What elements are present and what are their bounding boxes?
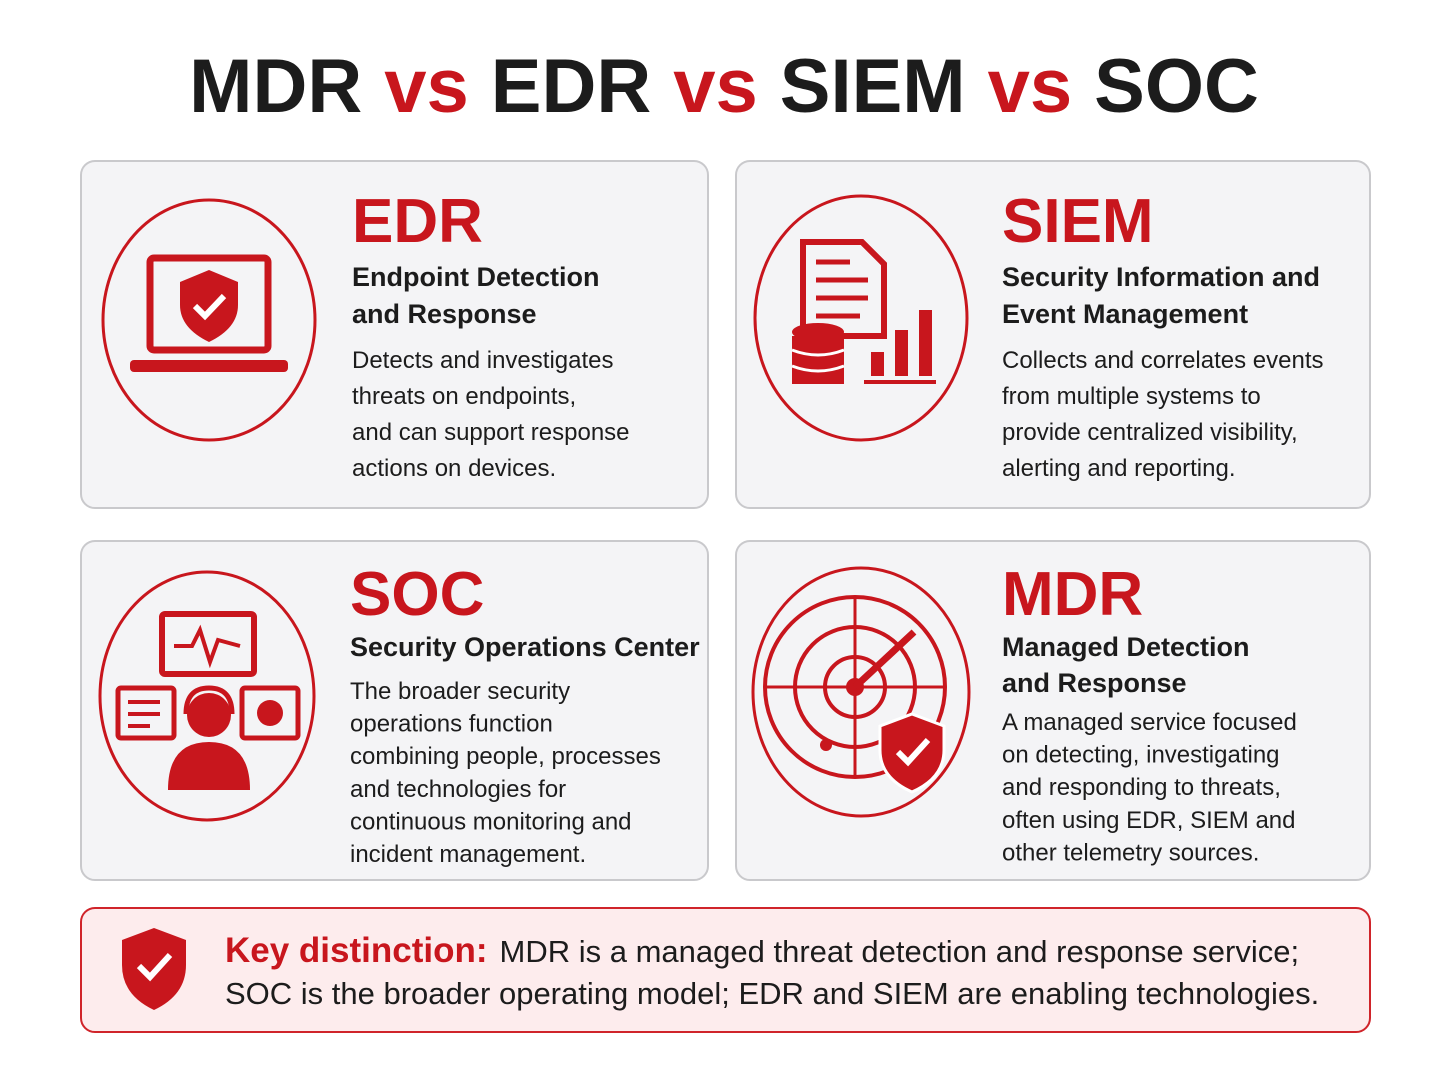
title-part: MDR bbox=[189, 44, 362, 129]
card-description: operations function bbox=[350, 711, 553, 738]
card-description: A managed service focused bbox=[1002, 709, 1297, 736]
card-description: Collects and correlates events bbox=[1002, 347, 1324, 374]
card-description: The broader security bbox=[350, 678, 570, 705]
card-description: other telemetry sources. bbox=[1002, 839, 1259, 866]
title-part: EDR bbox=[491, 44, 651, 129]
card-description: and technologies for bbox=[350, 776, 566, 803]
card-name: Endpoint Detection bbox=[352, 262, 599, 292]
card-name: Security Information and bbox=[1002, 262, 1320, 292]
siem-icon bbox=[753, 194, 969, 442]
card-description: combining people, processes bbox=[350, 743, 661, 770]
card-name: Event Management bbox=[1002, 299, 1248, 329]
key-text: SOC is the broader operating model; EDR … bbox=[225, 976, 1319, 1011]
card-name: and Response bbox=[352, 299, 537, 329]
card-description: threats on endpoints, bbox=[352, 383, 576, 410]
title-part: vs bbox=[988, 44, 1073, 129]
key-text: MDR is a managed threat detection and re… bbox=[500, 934, 1300, 969]
mdr-icon bbox=[751, 566, 971, 818]
card-description: alerting and reporting. bbox=[1002, 455, 1235, 482]
card-acronym: EDR bbox=[352, 187, 483, 256]
card bbox=[80, 540, 709, 881]
card-description: often using EDR, SIEM and bbox=[1002, 807, 1295, 834]
title-part: SOC bbox=[1094, 44, 1259, 129]
key-label: Key distinction: bbox=[225, 931, 488, 970]
card-description: Detects and investigates bbox=[352, 347, 613, 374]
card-description: actions on devices. bbox=[352, 455, 556, 482]
card-description: incident management. bbox=[350, 841, 586, 868]
card-description: continuous monitoring and bbox=[350, 808, 632, 835]
card bbox=[735, 160, 1371, 509]
title: MDR vs EDR vs SIEM vs SOC bbox=[189, 44, 1259, 129]
card-acronym: SIEM bbox=[1002, 187, 1154, 256]
soc-icon bbox=[98, 570, 316, 822]
key-box bbox=[80, 907, 1371, 1033]
title-part: vs bbox=[384, 44, 469, 129]
card-description: and can support response bbox=[352, 419, 630, 446]
title-part: SIEM bbox=[780, 44, 966, 129]
card-description: from multiple systems to bbox=[1002, 383, 1261, 410]
card-acronym: MDR bbox=[1002, 560, 1143, 629]
card-description: and responding to threats, bbox=[1002, 774, 1281, 801]
edr-icon bbox=[101, 198, 317, 442]
key-line: Key distinction: MDR is a managed threat … bbox=[225, 931, 1299, 970]
key-shield bbox=[122, 928, 186, 1010]
card bbox=[735, 540, 1371, 881]
card-description: on detecting, investigating bbox=[1002, 742, 1280, 769]
card-name: and Response bbox=[1002, 668, 1187, 698]
card-acronym: SOC bbox=[350, 560, 484, 629]
card-description: provide centralized visibility, bbox=[1002, 419, 1298, 446]
card-name: Managed Detection bbox=[1002, 632, 1250, 662]
card-name: Security Operations Center bbox=[350, 632, 700, 662]
title-part: vs bbox=[673, 44, 758, 129]
card bbox=[80, 160, 709, 509]
